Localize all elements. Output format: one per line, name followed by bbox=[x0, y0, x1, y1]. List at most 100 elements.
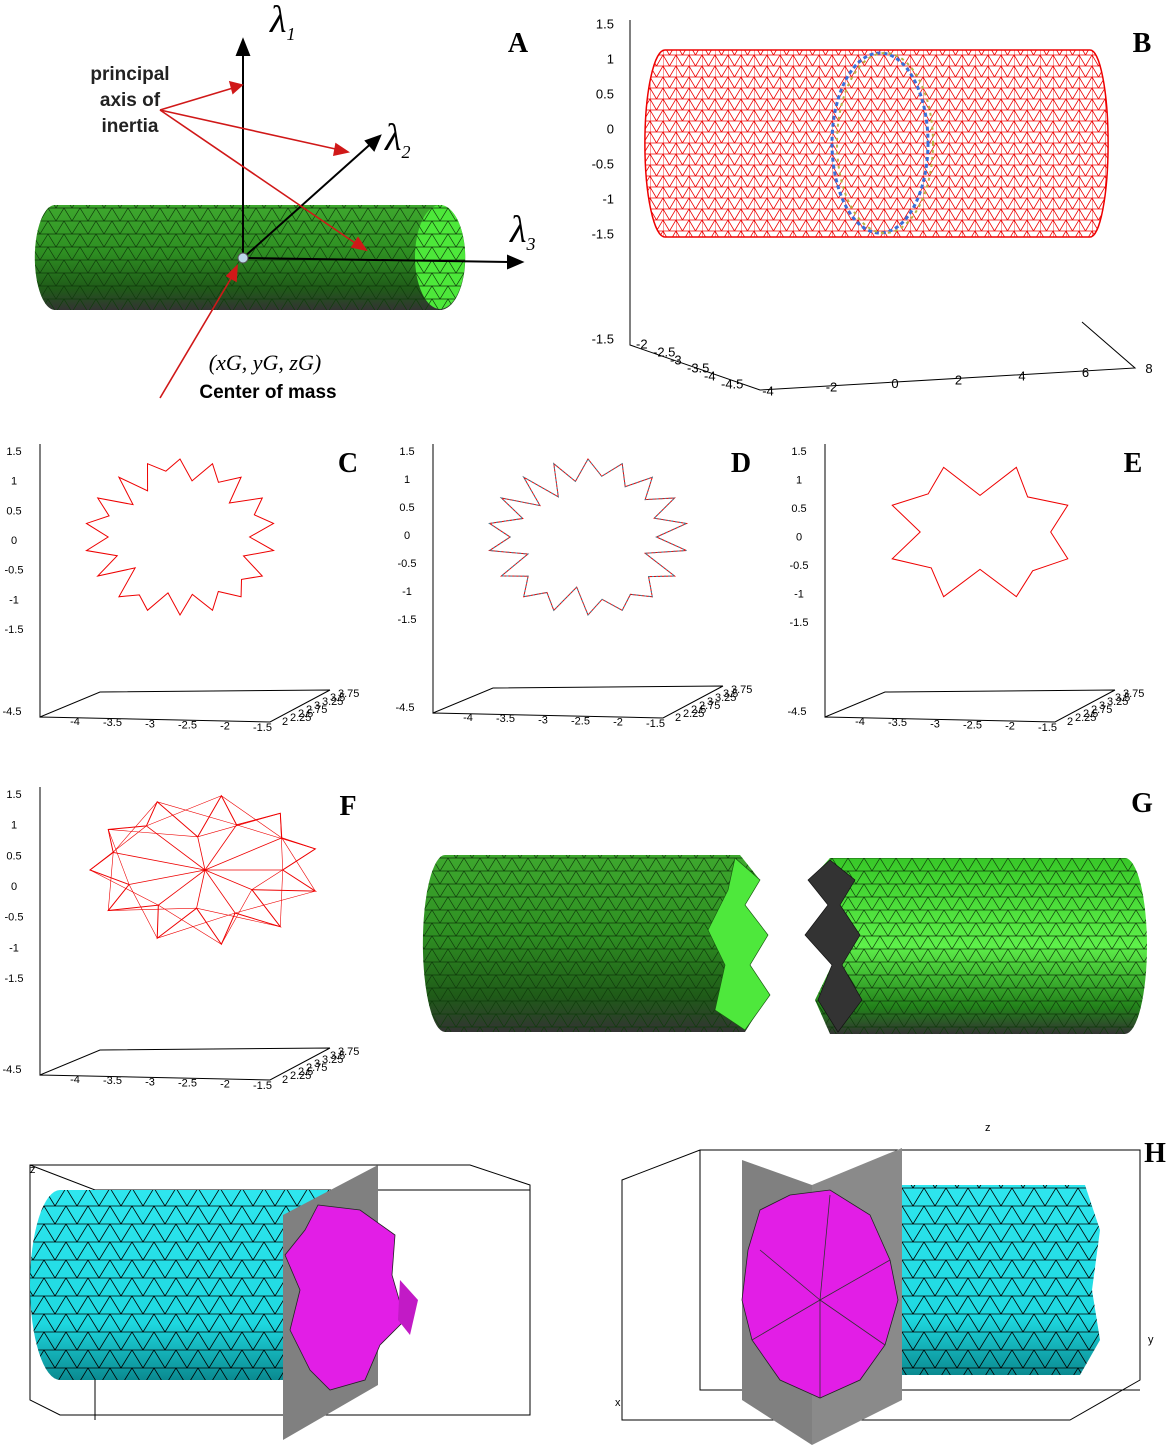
z-tick-label: 1 bbox=[11, 476, 17, 488]
z-tick-label: 1 bbox=[404, 474, 410, 486]
x-tick-label: 8 bbox=[1145, 361, 1152, 376]
z-tick-label: -1.5 bbox=[592, 226, 614, 241]
x-tick-label: -2 bbox=[613, 717, 623, 729]
mesh bbox=[422, 855, 768, 1032]
triangulation bbox=[158, 869, 206, 906]
x-tick-label: 6 bbox=[1082, 365, 1089, 380]
y-tick-label: 3.5 bbox=[330, 692, 345, 704]
y-tick-label: -3 bbox=[670, 352, 682, 367]
x-tick-label: -1.5 bbox=[253, 722, 272, 734]
panel-g: G bbox=[422, 788, 1153, 1034]
triangulation bbox=[204, 824, 237, 871]
triangulation bbox=[280, 869, 284, 927]
y-tick-label: 3.75 bbox=[338, 688, 359, 700]
panel-c: 1.5 1 0.5 0 -0.5 -1 -1.5 -4.5 -4 -3.5 -3 -2.5 -2 -1.5… bbox=[3, 444, 359, 734]
triangulation bbox=[108, 907, 197, 911]
triangulation bbox=[107, 852, 114, 911]
y-tick-label: 2.25 bbox=[290, 712, 311, 724]
index: 2 bbox=[401, 142, 410, 162]
triangulation bbox=[113, 852, 206, 871]
y-tick-label: 2.75 bbox=[306, 704, 327, 716]
axis-label: λ3 bbox=[509, 209, 535, 254]
axis-name: z bbox=[985, 1122, 991, 1134]
box-axes bbox=[432, 444, 724, 719]
z-tick-label: 1.5 bbox=[6, 446, 21, 458]
x-tick-label: -1.5 bbox=[646, 718, 665, 730]
y-tick-label: 3 bbox=[707, 696, 713, 708]
box-axes bbox=[629, 20, 1137, 391]
x-tick-label: -2 bbox=[220, 721, 230, 733]
contour-overlay bbox=[488, 458, 689, 616]
triangulation bbox=[129, 869, 206, 885]
z-tick-label: 0.5 bbox=[791, 503, 806, 515]
x-tick-label: -2.5 bbox=[963, 720, 982, 732]
y-tick-label: 2 bbox=[1067, 716, 1073, 728]
triangulation bbox=[197, 836, 206, 871]
y-tick-label: 3 bbox=[1099, 700, 1105, 712]
z-floor-label: -1.5 bbox=[592, 331, 614, 346]
y-tick-label: 3.75 bbox=[338, 1046, 359, 1058]
panel-e: 1.5 1 0.5 0 -0.5 -1 -1.5 -4.5 -4 -3.5 -3 -2.5 -2 -1.5… bbox=[788, 444, 1144, 734]
z-tick-label: 0 bbox=[11, 535, 17, 547]
x-tick-label: -4 bbox=[463, 712, 473, 724]
y-tick-label: -4.5 bbox=[721, 376, 743, 391]
x-tick-label: -3 bbox=[145, 1076, 155, 1088]
panel-f: 1.5 1 0.5 0 -0.5 -1 -1.5 -4.5 -4 -3.5 -3 -2.5 -2 -1.5… bbox=[3, 787, 359, 1092]
y-tick-label: 3.25 bbox=[322, 1054, 343, 1066]
y-tick-label: 3.75 bbox=[731, 684, 752, 696]
triangulation bbox=[236, 824, 316, 850]
axis-name: y bbox=[1148, 1334, 1154, 1346]
y-tick-label: -2.5 bbox=[653, 344, 675, 359]
z-tick-label: -0.5 bbox=[398, 558, 417, 570]
x-tick-label: -3.5 bbox=[888, 717, 907, 729]
x-tick-label: -2.5 bbox=[178, 1078, 197, 1090]
z-tick-label: 1.5 bbox=[791, 446, 806, 458]
y-tick-label: 2 bbox=[675, 712, 681, 724]
y-tick-label: 2 bbox=[282, 1074, 288, 1086]
box-axes bbox=[39, 787, 331, 1081]
z-tick-label: 0.5 bbox=[399, 502, 414, 514]
y-tick-label: 2.75 bbox=[1091, 704, 1112, 716]
contour bbox=[891, 466, 1069, 598]
triangulation bbox=[146, 795, 222, 827]
annotation-line: axis of bbox=[100, 90, 161, 111]
x-tick-label: -3 bbox=[538, 714, 548, 726]
triangulation bbox=[281, 837, 316, 892]
x-tick-label: -2.5 bbox=[178, 720, 197, 732]
z-tick-label: -1 bbox=[602, 191, 614, 206]
y-tick-label: 3.25 bbox=[715, 692, 736, 704]
triangulation bbox=[107, 829, 130, 885]
mesh bbox=[810, 858, 1147, 1034]
z-tick-label: -0.5 bbox=[592, 156, 614, 171]
triangulation bbox=[196, 869, 206, 909]
x-tick-label: -3.5 bbox=[103, 717, 122, 729]
z-tick-label: 0.5 bbox=[6, 850, 21, 862]
triangulation bbox=[196, 907, 281, 927]
fragment-edges bbox=[751, 1194, 891, 1398]
annotation-line: inertia bbox=[101, 116, 158, 137]
symbol: λ bbox=[509, 209, 526, 251]
center-coords: (xG, yG, zG) bbox=[209, 350, 321, 375]
triangulation bbox=[204, 869, 236, 914]
triangulation bbox=[89, 869, 159, 906]
symbol: λ bbox=[269, 0, 286, 41]
symbol: λ bbox=[384, 117, 401, 159]
y-tick-label: 2.75 bbox=[306, 1062, 327, 1074]
z-tick-label: 1.5 bbox=[596, 16, 614, 31]
z-tick-label: 0 bbox=[796, 531, 802, 543]
y-tick-label: 3.5 bbox=[1115, 692, 1130, 704]
z-tick-label: 0 bbox=[11, 881, 17, 893]
z-tick-label: -1.5 bbox=[5, 973, 24, 985]
center-caption: Center of mass bbox=[199, 382, 336, 403]
y-tick-label: 3.5 bbox=[330, 1050, 345, 1062]
y-tick-label: 2.5 bbox=[298, 708, 313, 720]
index: 1 bbox=[286, 24, 295, 44]
axis-label: λ2 bbox=[384, 117, 410, 162]
z-tick-label: -1.5 bbox=[790, 617, 809, 629]
z-tick-label: -1 bbox=[9, 594, 19, 606]
x-tick-label: -2 bbox=[826, 380, 838, 395]
y-tick-label: 3.5 bbox=[723, 688, 738, 700]
mesh bbox=[30, 1190, 340, 1380]
z-tick-label: -0.5 bbox=[5, 912, 24, 924]
